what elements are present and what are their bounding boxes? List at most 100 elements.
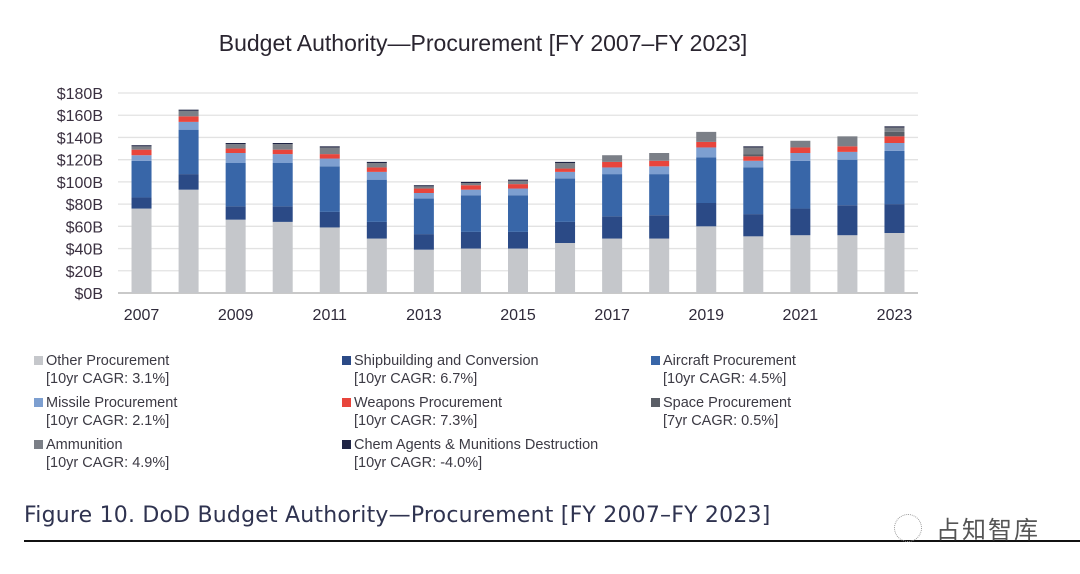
- y-tick-label: $120B: [57, 153, 103, 170]
- y-axis-labels: $0B $20B $40B $60B $80B $100B $120B $140B $160B $…: [57, 86, 103, 303]
- legend-label: Ammunition: [46, 437, 123, 453]
- bar-segment-ammunition-2018: [649, 153, 670, 161]
- bar-segment-chem-agents-munitions-destruction-2016: [555, 161, 576, 163]
- bar-segment-chem-agents-munitions-destruction-2010: [272, 143, 293, 145]
- legend-cagr: [7yr CAGR: 0.5%]: [663, 413, 779, 429]
- bar-segment-other-procurement-2011: [319, 227, 340, 293]
- bar-segment-chem-agents-munitions-destruction-2009: [225, 143, 246, 145]
- bar-segment-other-procurement-2008: [178, 189, 199, 293]
- bar-segment-weapons-procurement-2023: [884, 136, 905, 143]
- bar-segment-other-procurement-2009: [225, 219, 246, 293]
- bar-segment-shipbuilding-and-conversion-2019: [696, 203, 717, 227]
- bar-segment-ammunition-2014: [460, 183, 481, 186]
- bar-stack-2023: [884, 126, 905, 293]
- bar-segment-other-procurement-2017: [602, 238, 623, 293]
- bar-segment-weapons-procurement-2016: [555, 168, 576, 172]
- y-tick-label: $40B: [66, 242, 103, 259]
- bar-segment-missile-procurement-2012: [366, 171, 387, 180]
- bar-stack-2014: [460, 181, 481, 293]
- bar-segment-other-procurement-2021: [790, 235, 811, 293]
- y-tick-label: $180B: [57, 86, 103, 103]
- bar-segment-chem-agents-munitions-destruction-2014: [460, 181, 481, 183]
- bar-segment-weapons-procurement-2009: [225, 148, 246, 153]
- bar-stack-2018: [649, 153, 670, 293]
- y-tick-label: $0B: [75, 286, 103, 303]
- bar-segment-aircraft-procurement-2007: [131, 160, 152, 198]
- bar-stack-2020: [743, 146, 764, 293]
- bar-segment-other-procurement-2013: [413, 249, 434, 293]
- bar-segment-other-procurement-2012: [366, 238, 387, 293]
- x-tick-label: 2007: [124, 307, 160, 324]
- x-tick-label: 2011: [313, 307, 348, 324]
- bar-stack-2013: [413, 185, 434, 293]
- legend-item-chem-agents: Chem Agents & Munitions Destruction [10y…: [342, 436, 642, 472]
- bar-stack-2016: [555, 161, 576, 293]
- bar-segment-other-procurement-2018: [649, 238, 670, 293]
- legend-cagr: [10yr CAGR: -4.0%]: [354, 455, 483, 471]
- bar-segment-shipbuilding-and-conversion-2007: [131, 197, 152, 209]
- legend-cagr: [10yr CAGR: 2.1%]: [46, 413, 170, 429]
- bar-segment-shipbuilding-and-conversion-2009: [225, 206, 246, 220]
- legend-swatch: [342, 356, 351, 365]
- chart-title: Budget Authority—Procurement [FY 2007–FY…: [218, 30, 748, 56]
- x-tick-label: 2009: [218, 307, 254, 324]
- bar-segment-shipbuilding-and-conversion-2011: [319, 211, 340, 228]
- legend-swatch: [651, 398, 660, 407]
- figure-caption: Figure 10. DoD Budget Authority—Procurem…: [24, 503, 771, 528]
- bar-segment-chem-agents-munitions-destruction-2020: [743, 146, 764, 148]
- bar-segment-missile-procurement-2014: [460, 189, 481, 196]
- bar-segment-aircraft-procurement-2020: [743, 167, 764, 215]
- y-tick-label: $60B: [66, 219, 103, 236]
- bar-segment-weapons-procurement-2020: [743, 156, 764, 161]
- bar-segment-missile-procurement-2017: [602, 167, 623, 175]
- y-tick-label: $100B: [57, 175, 103, 192]
- legend-label: Shipbuilding and Conversion: [354, 353, 539, 369]
- bar-segment-aircraft-procurement-2015: [508, 195, 528, 232]
- bar-segment-chem-agents-munitions-destruction-2012: [366, 161, 387, 163]
- bar-segment-missile-procurement-2022: [837, 151, 858, 160]
- bar-stack-2015: [508, 179, 528, 293]
- legend-swatch: [651, 356, 660, 365]
- bar-segment-shipbuilding-and-conversion-2018: [649, 215, 670, 239]
- bar-segment-weapons-procurement-2011: [319, 154, 340, 159]
- bar-segment-ammunition-2020: [743, 147, 764, 155]
- bar-segment-chem-agents-munitions-destruction-2007: [131, 145, 152, 147]
- legend-cagr: [10yr CAGR: 7.3%]: [354, 413, 478, 429]
- bar-segment-ammunition-2023: [884, 127, 905, 132]
- bar-segment-chem-agents-munitions-destruction-2011: [319, 146, 340, 148]
- legend-swatch: [34, 398, 43, 407]
- bar-segment-missile-procurement-2007: [131, 155, 152, 161]
- legend-cagr: [10yr CAGR: 6.7%]: [354, 371, 478, 387]
- bar-segment-shipbuilding-and-conversion-2014: [460, 231, 481, 249]
- watermark: 占知智库: [894, 510, 1040, 545]
- bar-segment-weapons-procurement-2007: [131, 149, 152, 156]
- bar-stack-2019: [696, 131, 717, 293]
- bar-segment-aircraft-procurement-2021: [790, 160, 811, 209]
- bar-segment-aircraft-procurement-2009: [225, 163, 246, 207]
- bar-segment-shipbuilding-and-conversion-2008: [178, 174, 199, 190]
- bar-segment-missile-procurement-2009: [225, 153, 246, 163]
- legend-label: Weapons Procurement: [354, 395, 503, 411]
- bar-stack-2022: [837, 136, 858, 293]
- legend-item-other-procurement: Other Procurement [10yr CAGR: 3.1%]: [34, 352, 334, 388]
- bar-stack-2012: [366, 161, 387, 293]
- bar-segment-other-procurement-2019: [696, 226, 717, 293]
- bar-stack-2011: [319, 146, 340, 293]
- wechat-icon: [894, 513, 922, 542]
- bar-segment-ammunition-2009: [225, 144, 246, 149]
- legend-swatch: [342, 440, 351, 449]
- bar-segment-ammunition-2013: [413, 186, 434, 189]
- stacked-bar-chart: $0B $20B $40B $60B $80B $100B $120B $140B $160B $…: [57, 86, 918, 324]
- legend-cagr: [10yr CAGR: 4.5%]: [663, 371, 787, 387]
- bar-segment-missile-procurement-2013: [413, 193, 434, 199]
- bar-segment-other-procurement-2014: [460, 248, 481, 293]
- bar-segment-chem-agents-munitions-destruction-2023: [884, 126, 905, 128]
- watermark-text: 占知智库: [936, 516, 1040, 544]
- legend-label: Space Procurement: [663, 395, 792, 411]
- bar-stack-2008: [178, 109, 199, 293]
- legend-swatch: [342, 398, 351, 407]
- bar-segment-ammunition-2007: [131, 146, 152, 150]
- legend-cagr: [10yr CAGR: 4.9%]: [46, 455, 170, 471]
- bar-stack-2017: [602, 155, 623, 293]
- bar-segment-ammunition-2010: [272, 144, 293, 150]
